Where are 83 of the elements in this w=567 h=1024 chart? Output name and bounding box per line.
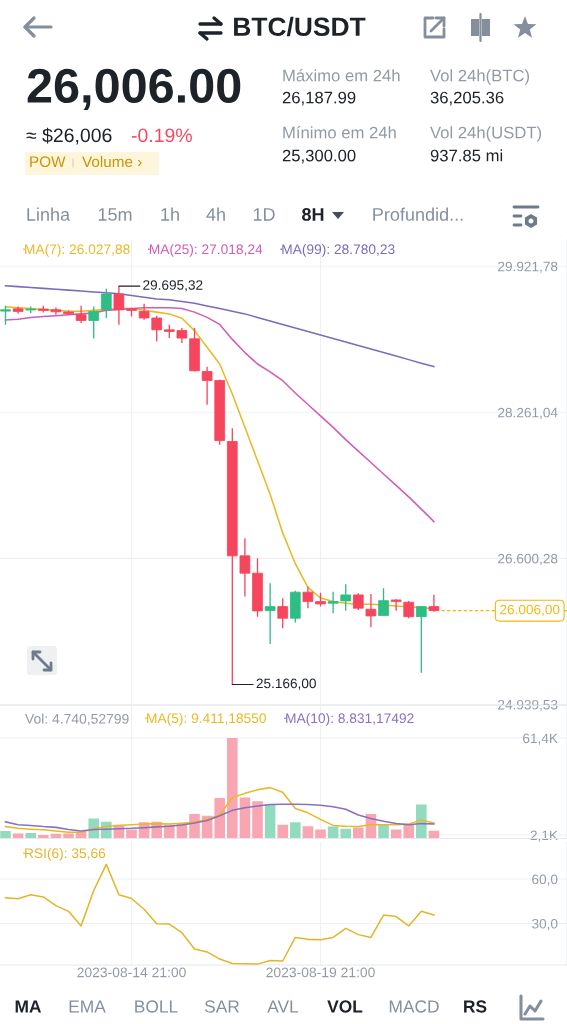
bar [264, 804, 276, 839]
bar [25, 833, 36, 839]
candlestick [277, 597, 289, 629]
y-tick-label: 24.939,53 [498, 699, 558, 712]
annotation: 25.166,00 [256, 678, 316, 690]
y-tick-label: 29.921,78 [498, 261, 558, 273]
bar [277, 824, 288, 839]
legend-label: MA(10): 8.831,17492 [286, 713, 414, 726]
text: -0.19% [131, 128, 192, 143]
line-series [4, 863, 435, 965]
candlestick [415, 605, 427, 674]
text: BOLL [135, 1000, 178, 1013]
text: 36,205.36 [430, 91, 504, 106]
text: EMA [69, 1000, 106, 1013]
text: RS [464, 1000, 487, 1013]
bar [214, 798, 225, 839]
text: 1D [253, 208, 275, 221]
text: Vol 24h(BTC) [430, 69, 530, 85]
bar [353, 827, 364, 839]
y-tick-label: 28.261,04 [498, 407, 558, 419]
y-tick-label: 26.600,28 [498, 553, 558, 566]
text: AVL [267, 1000, 299, 1013]
text: 25,300.00 [282, 149, 356, 164]
bar [63, 833, 74, 839]
text: Profundid... [373, 207, 463, 221]
bar [378, 824, 389, 839]
text: 4h [206, 207, 225, 221]
text: 8H [302, 208, 324, 221]
candlestick [302, 585, 314, 609]
candlestick [264, 582, 276, 645]
annotation: Vol: 4.740,52799 [25, 713, 129, 726]
text: Mínimo em 24h [283, 126, 396, 139]
bar [340, 828, 351, 839]
text: MA [15, 1000, 42, 1013]
annotation: 29.695,32 [143, 280, 203, 292]
legend-label: MA(5): 9.411,18550 [147, 713, 266, 726]
text: Vol 24h(USDT) [430, 126, 542, 142]
bar [290, 822, 301, 839]
y-tick-label: 60,0 [532, 874, 558, 886]
text: MACD [389, 1000, 439, 1013]
line-series [4, 786, 435, 834]
candlestick [113, 285, 125, 326]
bar [403, 824, 414, 839]
legend-label: RSI(6): 35,66 [25, 848, 106, 861]
candlestick [88, 305, 100, 340]
chart-title: BTC/USDT [234, 16, 366, 37]
bar [227, 738, 238, 839]
y-tick-label: 30,0 [532, 918, 558, 931]
bar [252, 801, 263, 839]
text: Máximo em 24h [283, 69, 400, 82]
text: 1h [161, 207, 179, 221]
text: 26,187.99 [282, 91, 356, 106]
legend-label: MA(7): 26.027,88 [25, 244, 130, 257]
candlestick [365, 593, 377, 628]
text: 26,006.00 [27, 68, 241, 111]
bar [0, 830, 11, 839]
candlestick [0, 305, 11, 326]
x-tick-label: 2023-08-19 21:00 [266, 967, 375, 978]
bar [126, 829, 137, 839]
bar [302, 826, 314, 839]
line-series [4, 803, 435, 832]
bar [315, 829, 326, 839]
legend-label: MA(99): 28.780,23 [282, 244, 395, 257]
text: Linha [27, 207, 71, 221]
text: VOL [327, 1000, 363, 1013]
x-tick-label: 2023-08-14 21:00 [77, 967, 186, 978]
candlestick [428, 593, 440, 613]
text: SAR [204, 1000, 240, 1013]
bar [12, 833, 24, 839]
text: ≈ $26,006 [26, 127, 112, 145]
bar [189, 813, 200, 839]
text: POW [30, 156, 66, 168]
text: Volume › [82, 155, 142, 168]
bar [416, 804, 427, 839]
candlestick [100, 288, 112, 319]
text: 937.85 mi [430, 149, 503, 162]
ref-line-label: 26.006,00 [500, 604, 560, 616]
legend-label: MA(25): 27.018,24 [149, 244, 263, 257]
y-tick-label: 61,4K [523, 733, 558, 745]
text: 15m [98, 208, 132, 221]
candlestick [378, 587, 389, 617]
bar [38, 835, 49, 839]
candlestick [390, 598, 402, 612]
